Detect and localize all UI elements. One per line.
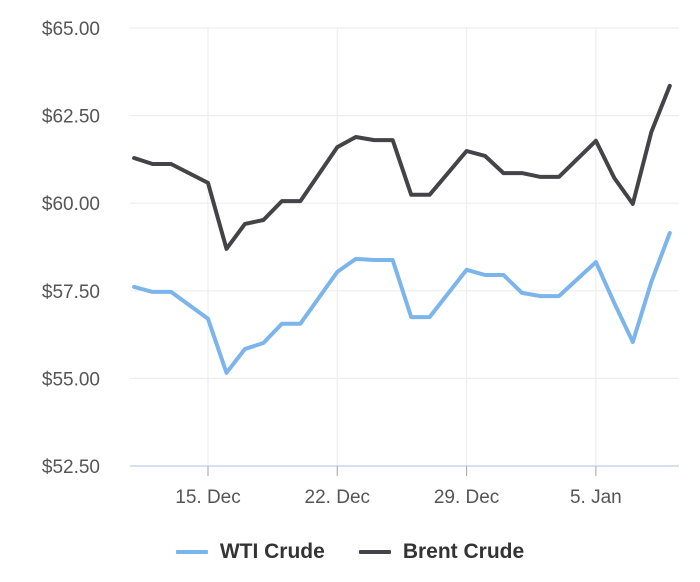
y-tick-label: $55.00 <box>42 369 100 390</box>
y-tick-label: $65.00 <box>42 19 100 40</box>
x-axis-ticks <box>207 466 597 476</box>
y-tick-label: $57.50 <box>42 282 100 303</box>
series-lines <box>132 83 672 375</box>
wti-line-swatch-icon <box>175 550 208 554</box>
brent-crude-line[interactable] <box>132 83 672 251</box>
x-axis-labels: 15. Dec 22. Dec 29. Dec 5. Jan <box>175 487 621 508</box>
y-tick-label: $52.50 <box>42 457 100 478</box>
x-tick-label: 29. Dec <box>434 487 499 508</box>
legend-label-wti: WTI Crude <box>219 540 325 563</box>
y-tick-label: $62.50 <box>42 107 100 128</box>
horizontal-gridlines <box>130 27 679 379</box>
legend-label-brent: Brent Crude <box>402 540 525 563</box>
x-tick-label: 15. Dec <box>175 487 240 508</box>
y-tick-label: $60.00 <box>42 194 100 215</box>
vertical-gridlines <box>207 28 597 466</box>
x-tick-label: 5. Jan <box>570 487 622 508</box>
legend-item-brent[interactable]: Brent Crude <box>358 540 525 564</box>
legend: WTI Crude Brent Crude <box>0 540 700 564</box>
legend-item-wti[interactable]: WTI Crude <box>175 540 325 564</box>
brent-line-swatch-icon <box>358 550 391 554</box>
y-axis-labels: $52.50 $55.00 $57.50 $60.00 $62.50 $65.00 <box>42 19 100 478</box>
x-tick-label: 22. Dec <box>305 487 370 508</box>
wti-crude-line[interactable] <box>132 231 672 375</box>
